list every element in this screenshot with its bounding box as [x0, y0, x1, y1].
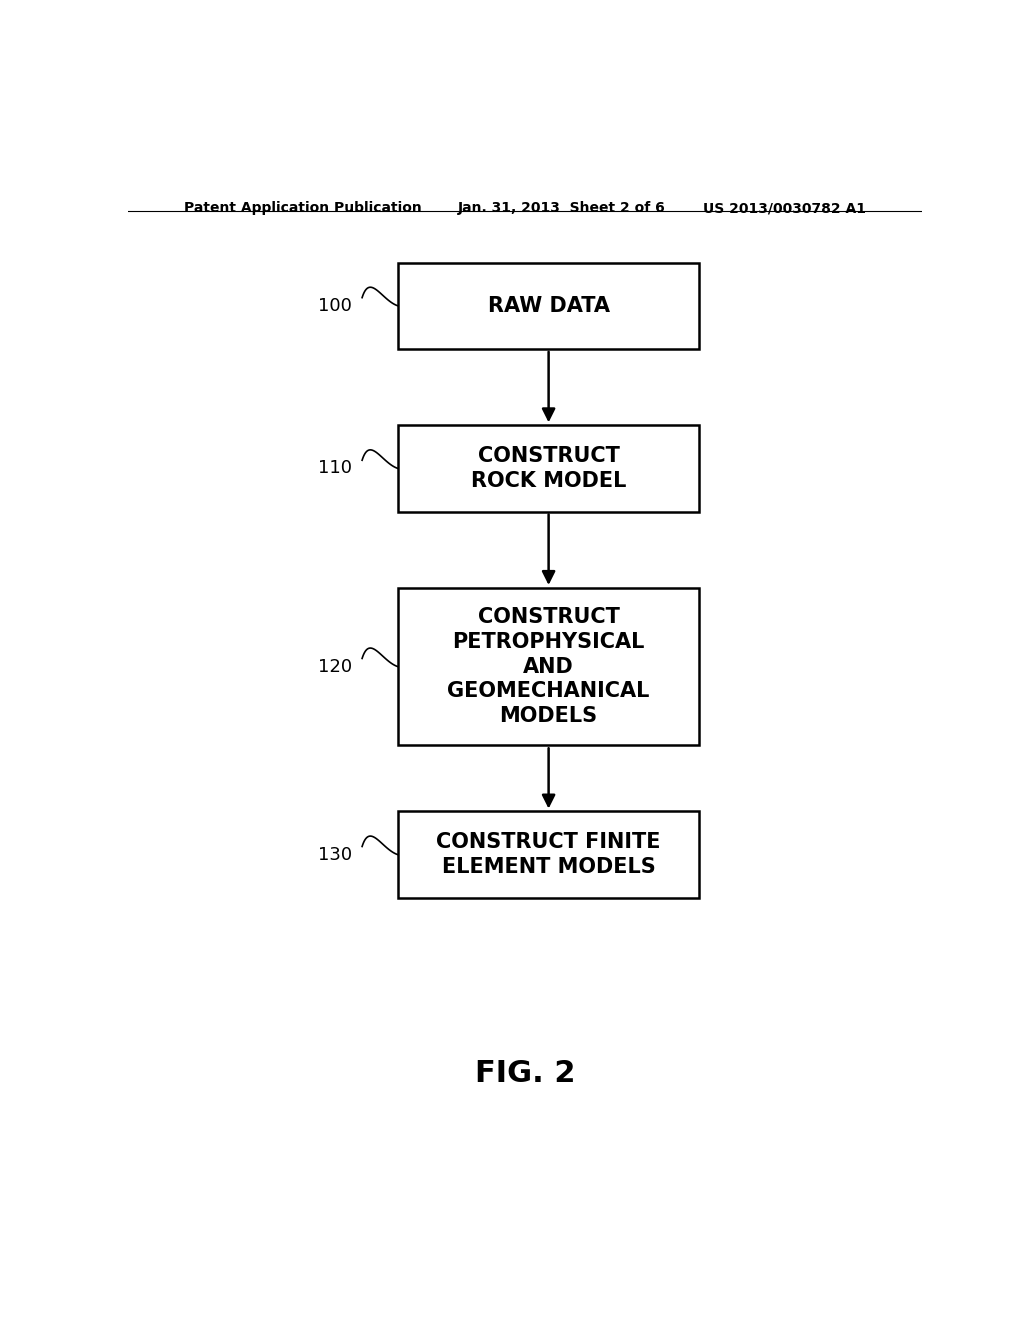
Bar [397, 263, 699, 348]
Text: 100: 100 [318, 297, 352, 314]
Text: RAW DATA: RAW DATA [487, 296, 609, 315]
Bar [397, 425, 699, 512]
Text: 110: 110 [318, 459, 352, 478]
Bar [397, 812, 699, 898]
Text: 130: 130 [318, 846, 352, 863]
Bar [397, 587, 699, 746]
Text: 120: 120 [318, 657, 352, 676]
Text: Jan. 31, 2013  Sheet 2 of 6: Jan. 31, 2013 Sheet 2 of 6 [458, 201, 666, 215]
Text: CONSTRUCT
ROCK MODEL: CONSTRUCT ROCK MODEL [471, 446, 627, 491]
Text: CONSTRUCT FINITE
ELEMENT MODELS: CONSTRUCT FINITE ELEMENT MODELS [436, 832, 660, 876]
Text: US 2013/0030782 A1: US 2013/0030782 A1 [703, 201, 866, 215]
Text: CONSTRUCT
PETROPHYSICAL
AND
GEOMECHANICAL
MODELS: CONSTRUCT PETROPHYSICAL AND GEOMECHANICA… [447, 607, 650, 726]
Text: FIG. 2: FIG. 2 [474, 1059, 575, 1088]
Text: Patent Application Publication: Patent Application Publication [183, 201, 421, 215]
